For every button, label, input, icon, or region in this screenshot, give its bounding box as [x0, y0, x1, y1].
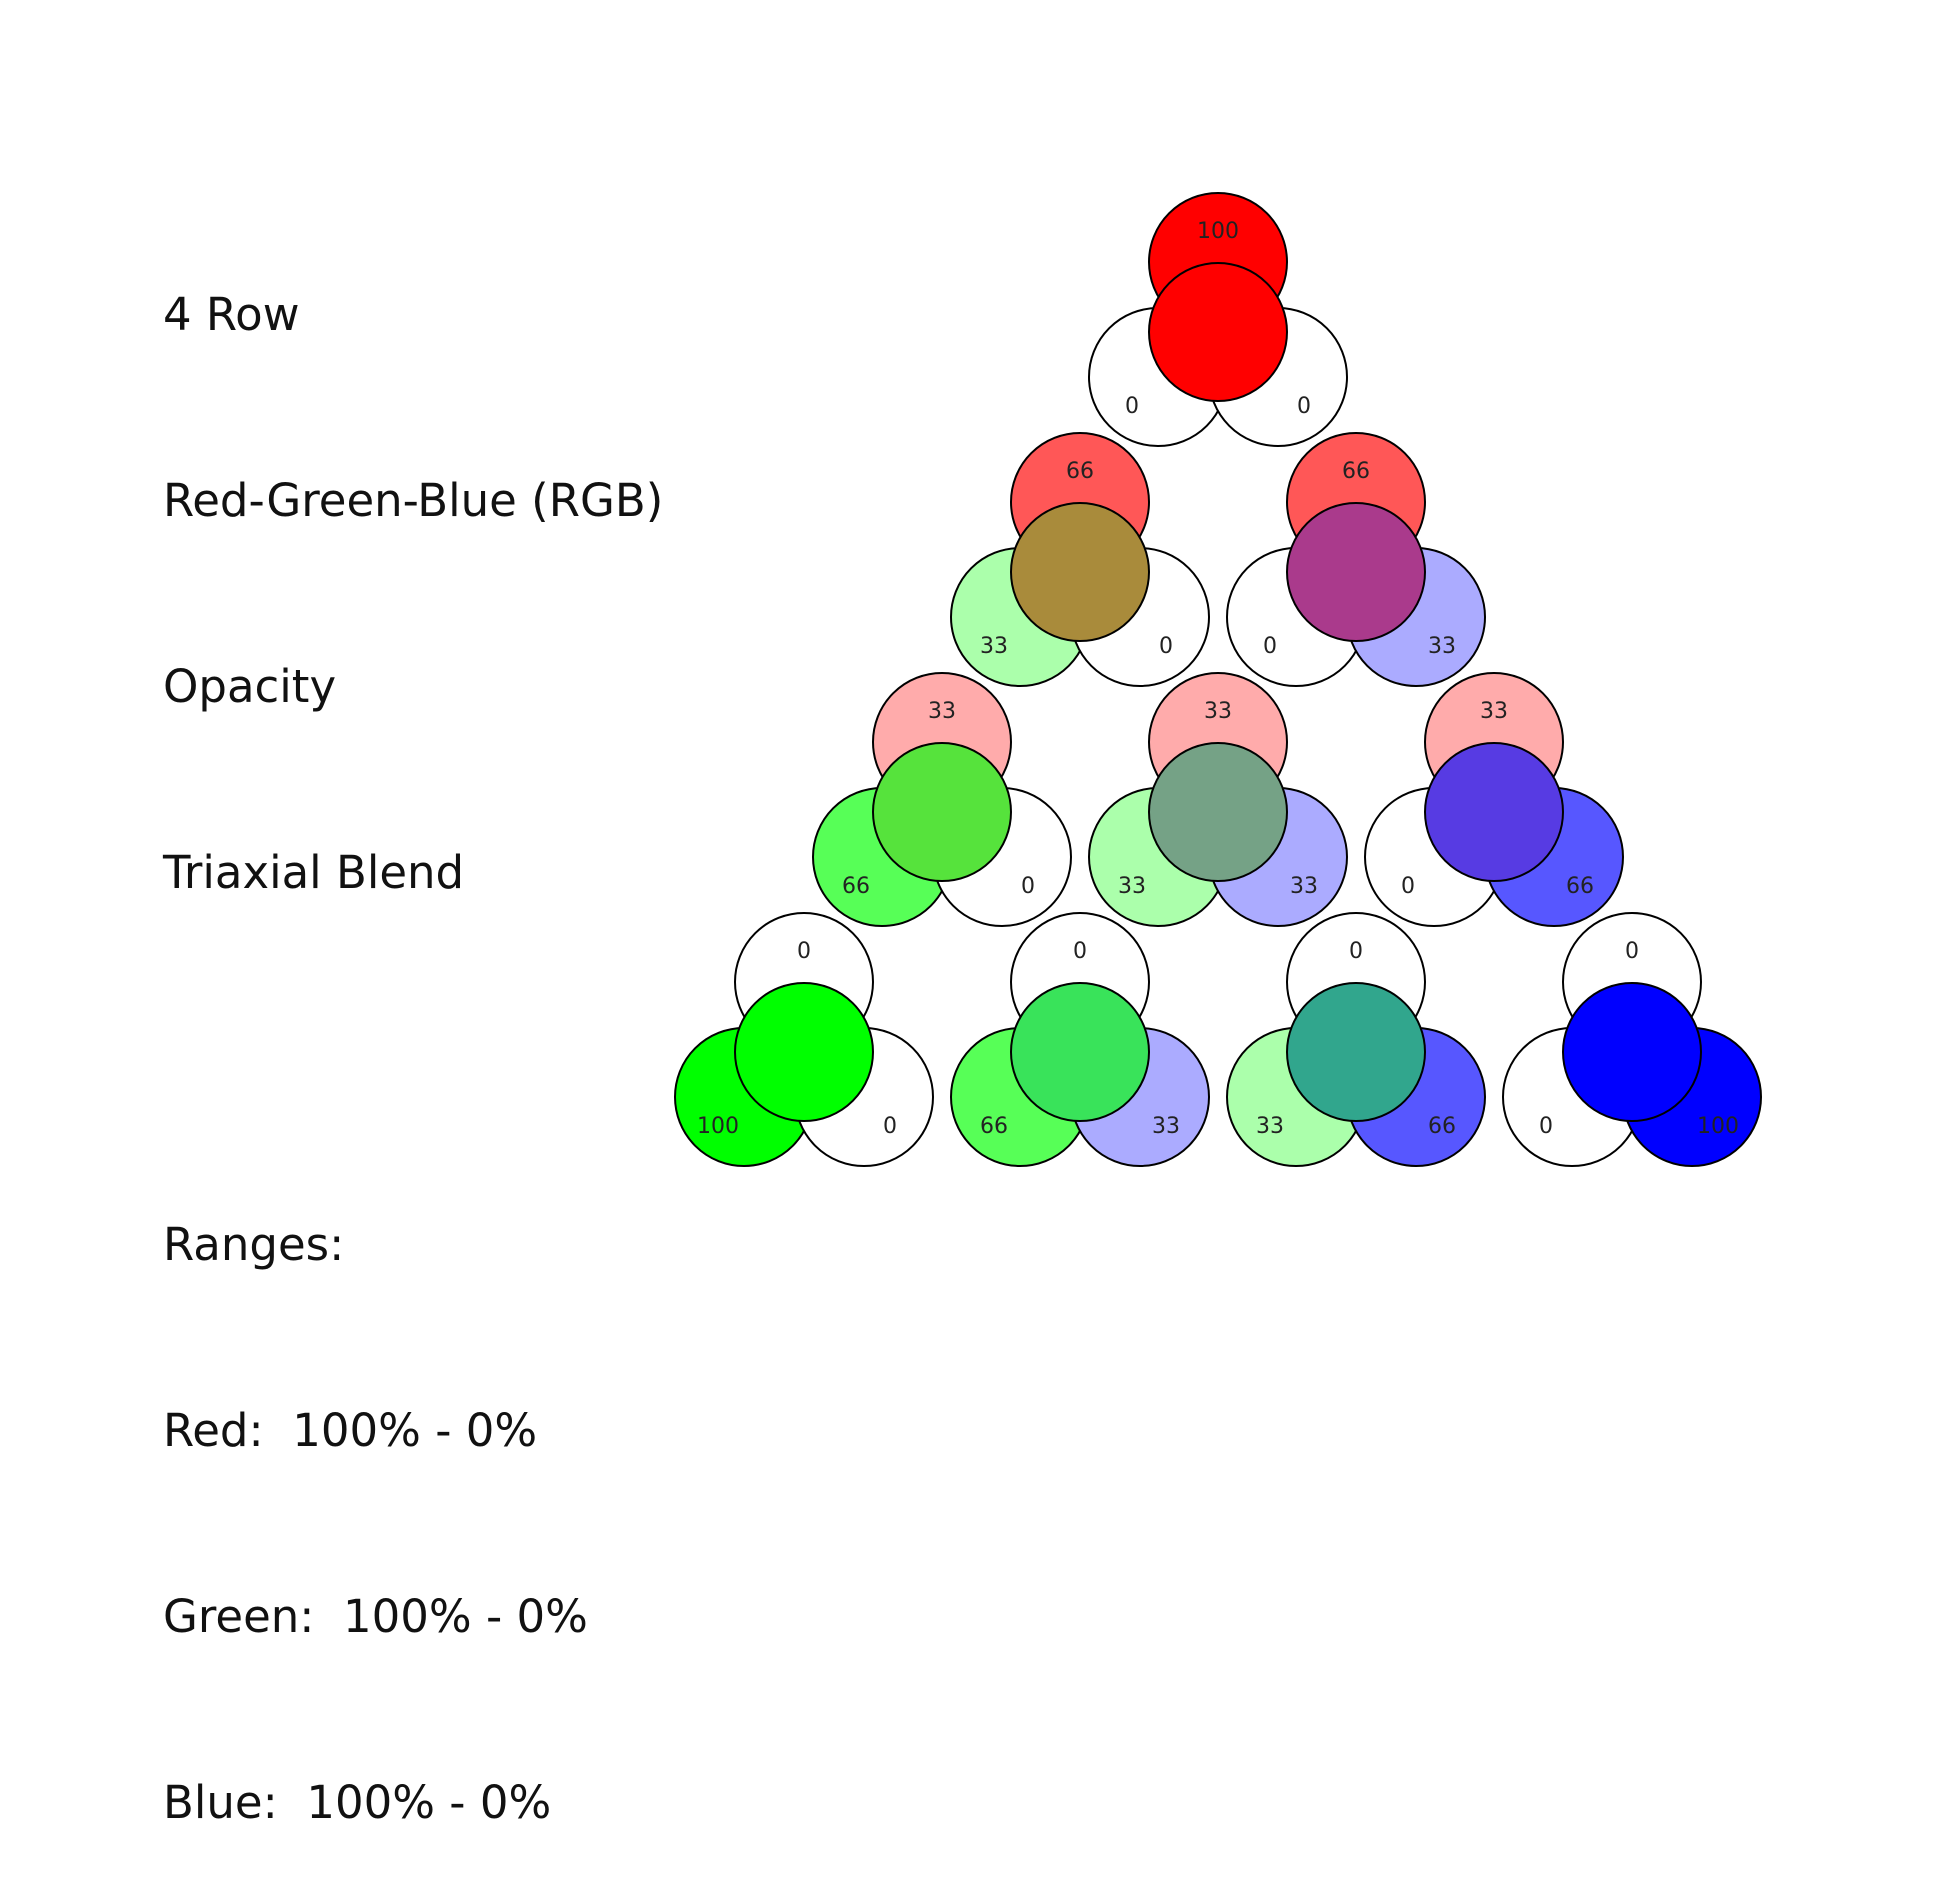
legend-green-range: Green: 100% - 0% — [163, 1590, 588, 1643]
node-r1c1-green-value: 0 — [1263, 634, 1277, 659]
node-r3c1-blend-circle — [1010, 982, 1150, 1122]
node-r3c3-blend-circle — [1562, 982, 1702, 1122]
node-r1c0-green-value: 33 — [980, 634, 1008, 659]
node-r3c0-blend-circle — [734, 982, 874, 1122]
node-r0c0-red-value: 100 — [1197, 219, 1239, 244]
legend-ranges-heading: Ranges: — [163, 1218, 345, 1271]
node-r0c0-green-value: 0 — [1125, 394, 1139, 419]
node-r3c0-red-value: 0 — [797, 939, 811, 964]
node-r0c0-blend-circle — [1148, 262, 1288, 402]
node-r1c1-blue-value: 33 — [1428, 634, 1456, 659]
node-r3c0-blue-value: 0 — [883, 1114, 897, 1139]
node-r2c0-green-value: 66 — [842, 874, 870, 899]
node-r1c0-blue-value: 0 — [1159, 634, 1173, 659]
node-r3c0-green-value: 100 — [697, 1114, 739, 1139]
node-r3c3-blue-value: 100 — [1697, 1114, 1739, 1139]
node-r2c0-red-value: 33 — [928, 699, 956, 724]
node-r3c2-blue-value: 66 — [1428, 1114, 1456, 1139]
node-r3c1-red-value: 0 — [1073, 939, 1087, 964]
node-r2c1-blue-value: 33 — [1290, 874, 1318, 899]
node-r1c0-red-value: 66 — [1066, 459, 1094, 484]
legend-rows-count: 4 Row — [163, 288, 300, 341]
node-r3c3-red-value: 0 — [1625, 939, 1639, 964]
node-r2c0-blend-circle — [872, 742, 1012, 882]
node-r2c2-blue-value: 66 — [1566, 874, 1594, 899]
node-r2c1-blend-circle — [1148, 742, 1288, 882]
node-r3c1-green-value: 66 — [980, 1114, 1008, 1139]
node-r2c2-blend-circle — [1424, 742, 1564, 882]
node-r3c3-green-value: 0 — [1539, 1114, 1553, 1139]
node-r3c2-blend-circle — [1286, 982, 1426, 1122]
legend-color-model: Red-Green-Blue (RGB) — [163, 474, 664, 527]
legend-blend-type: Triaxial Blend — [163, 846, 465, 899]
node-r2c0-blue-value: 0 — [1021, 874, 1035, 899]
legend-blue-range: Blue: 100% - 0% — [163, 1776, 552, 1829]
legend-mode: Opacity — [163, 660, 337, 713]
node-r3c2-green-value: 33 — [1256, 1114, 1284, 1139]
node-r2c1-green-value: 33 — [1118, 874, 1146, 899]
node-r0c0-blue-value: 0 — [1297, 394, 1311, 419]
node-r3c1-blue-value: 33 — [1152, 1114, 1180, 1139]
node-r2c1-red-value: 33 — [1204, 699, 1232, 724]
node-r3c2-red-value: 0 — [1349, 939, 1363, 964]
node-r1c1-blend-circle — [1286, 502, 1426, 642]
node-r2c2-green-value: 0 — [1401, 874, 1415, 899]
node-r1c0-blend-circle — [1010, 502, 1150, 642]
legend-red-range: Red: 100% - 0% — [163, 1404, 538, 1457]
triaxial-blend-diagram: 100 0 0 66 33 0 66 0 33 33 66 0 33 33 33 33 0 66 0 100 0 0 66 3… — [674, 192, 1762, 1167]
node-r1c1-red-value: 66 — [1342, 459, 1370, 484]
node-r2c2-red-value: 33 — [1480, 699, 1508, 724]
